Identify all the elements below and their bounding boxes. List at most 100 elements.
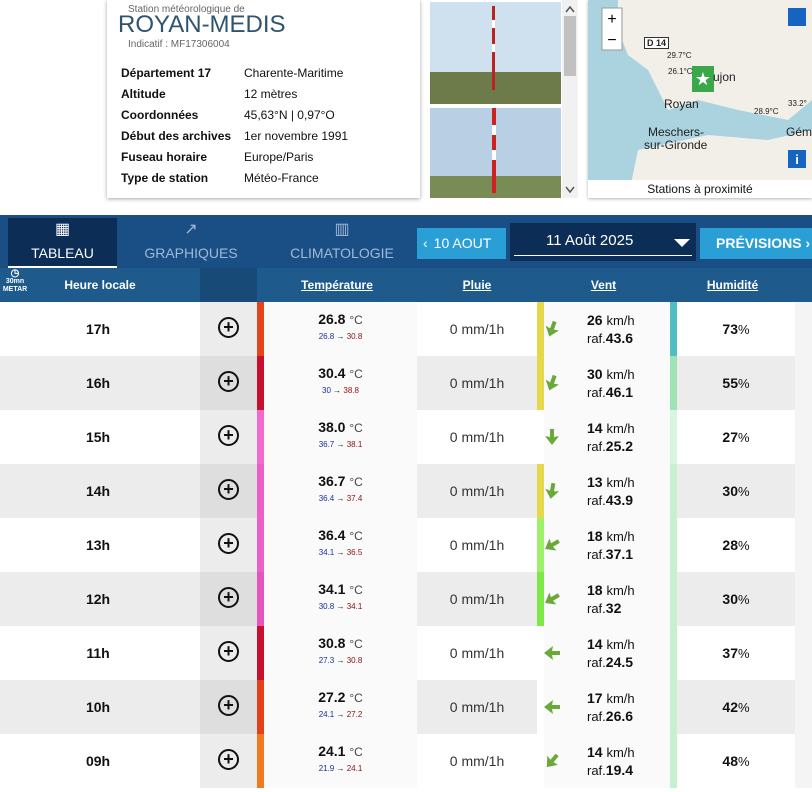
wind-value: 14: [587, 636, 603, 652]
wind-bar: [537, 626, 544, 680]
temp-cell: [264, 626, 417, 680]
expand-button[interactable]: +: [218, 533, 239, 554]
table-row: 10h +27.2 °C 24.1 → 27.2 0 mm/1h 17 km/h raf.…: [0, 680, 812, 734]
humidity-unit: %: [738, 322, 750, 337]
tab-active[interactable]: [8, 218, 117, 268]
temp-unit: °C: [349, 745, 363, 759]
col-rain[interactable]: Pluie: [462, 278, 492, 292]
wind-value: 30: [587, 366, 603, 382]
temp-value: 24.1: [318, 743, 346, 759]
range-arrow: →: [336, 548, 345, 557]
wind-cell: [544, 356, 670, 410]
col-wind[interactable]: Vent: [590, 278, 617, 292]
temp-min: 30.8: [318, 602, 335, 611]
temp-unit: °C: [349, 367, 363, 381]
info-label: Fuseau horaire: [121, 150, 208, 164]
wind-unit: km/h: [606, 637, 635, 652]
tab[interactable]: GRAPHIQUES: [144, 245, 238, 261]
rain: 0 mm/1h: [417, 645, 537, 661]
rain-value: 0: [449, 537, 458, 553]
map-label: Meschers-: [648, 125, 705, 139]
temp-unit: °C: [349, 421, 363, 435]
badge-bottom: METAR: [2, 286, 28, 293]
expand-button[interactable]: +: [218, 749, 239, 770]
humidity-bar: [670, 626, 677, 680]
temp-cell: [264, 356, 417, 410]
hour: 15h: [85, 429, 111, 445]
wind: 26 km/h: [587, 312, 635, 328]
info-label: Altitude: [121, 87, 166, 101]
temp: 26.8 °C: [264, 311, 417, 327]
temp-min: 36.4: [318, 494, 335, 503]
temp-max: 34.1: [346, 602, 363, 611]
expand-button[interactable]: +: [218, 641, 239, 662]
temp-cell: [264, 518, 417, 572]
tab[interactable]: CLIMATOLOGIE: [290, 245, 394, 261]
temp-bar: [257, 680, 264, 734]
expand-button[interactable]: +: [218, 587, 239, 608]
humidity: 37%: [677, 645, 795, 661]
svg-text:★: ★: [695, 69, 711, 89]
map-label: 29.7°C: [667, 51, 692, 60]
temp-max: 24.1: [346, 764, 363, 773]
gust: raf.43.6: [587, 330, 633, 346]
map-label: Royan: [664, 97, 699, 111]
gust: raf.26.6: [587, 708, 633, 724]
temp-value: 26.8: [318, 311, 346, 327]
hour: 14h: [85, 483, 111, 499]
gust: raf.46.1: [587, 384, 633, 400]
expand-button[interactable]: +: [218, 371, 239, 392]
wind: 14 km/h: [587, 636, 635, 652]
gust-label: raf.: [587, 331, 606, 346]
row-edge: [795, 680, 812, 734]
temp-min: 30: [322, 386, 331, 395]
date-select[interactable]: 11 Août 2025: [510, 223, 696, 261]
temp-bar: [257, 464, 264, 518]
temp-value: 30.8: [318, 635, 346, 651]
expand-button[interactable]: +: [218, 479, 239, 500]
rain-value: 0: [449, 429, 458, 445]
temp-cell: [264, 734, 417, 788]
gust-value: 19.4: [605, 762, 634, 778]
humidity-unit: %: [738, 646, 750, 661]
temp-range: 21.9 → 24.1: [264, 764, 417, 773]
nav-bar: ▦ TABLEAU ↗ GRAPHIQUES ▥ CLIMATOLOGIE ‹ 10 AOU…: [0, 215, 812, 268]
gust-value: 43.9: [605, 492, 634, 508]
humidity-unit: %: [738, 592, 750, 607]
expand-button[interactable]: +: [218, 425, 239, 446]
expand-button[interactable]: +: [218, 695, 239, 716]
temp-range: 26.8 → 30.8: [264, 332, 417, 341]
rain: 0 mm/1h: [417, 699, 537, 715]
range-arrow: →: [336, 602, 345, 611]
wind-unit: km/h: [606, 583, 635, 598]
next-day[interactable]: PRÉVISIONS ›: [700, 228, 812, 259]
temp-value: 27.2: [318, 689, 346, 705]
humidity-bar: [670, 356, 677, 410]
temp: 30.4 °C: [264, 365, 417, 381]
temp-min: 24.1: [318, 710, 335, 719]
tab[interactable]: TABLEAU: [31, 245, 94, 261]
expand-button[interactable]: +: [218, 317, 239, 338]
rain-unit: mm/1h: [461, 591, 505, 607]
gust-label: raf.: [587, 601, 606, 616]
temp-cell: [264, 572, 417, 626]
gust-value: 43.6: [605, 330, 634, 346]
wind-arrow: [544, 699, 560, 715]
prev-day[interactable]: ‹ 10 AOUT: [417, 228, 506, 259]
temp-unit: °C: [349, 475, 363, 489]
rain: 0 mm/1h: [417, 429, 537, 445]
rain: 0 mm/1h: [417, 321, 537, 337]
col-temp[interactable]: Température: [301, 278, 373, 292]
col-humidity[interactable]: Humidité: [706, 278, 759, 292]
row-edge: [795, 302, 812, 356]
gust: raf.32: [587, 600, 621, 616]
humidity-value: 73: [722, 321, 738, 337]
temp: 24.1 °C: [264, 743, 417, 759]
rain-unit: mm/1h: [461, 483, 505, 499]
rain: 0 mm/1h: [417, 483, 537, 499]
wind-cell: [544, 410, 670, 464]
next-label: PRÉVISIONS: [716, 235, 802, 251]
range-arrow: →: [336, 710, 345, 719]
temp-range: 30.8 → 34.1: [264, 602, 417, 611]
